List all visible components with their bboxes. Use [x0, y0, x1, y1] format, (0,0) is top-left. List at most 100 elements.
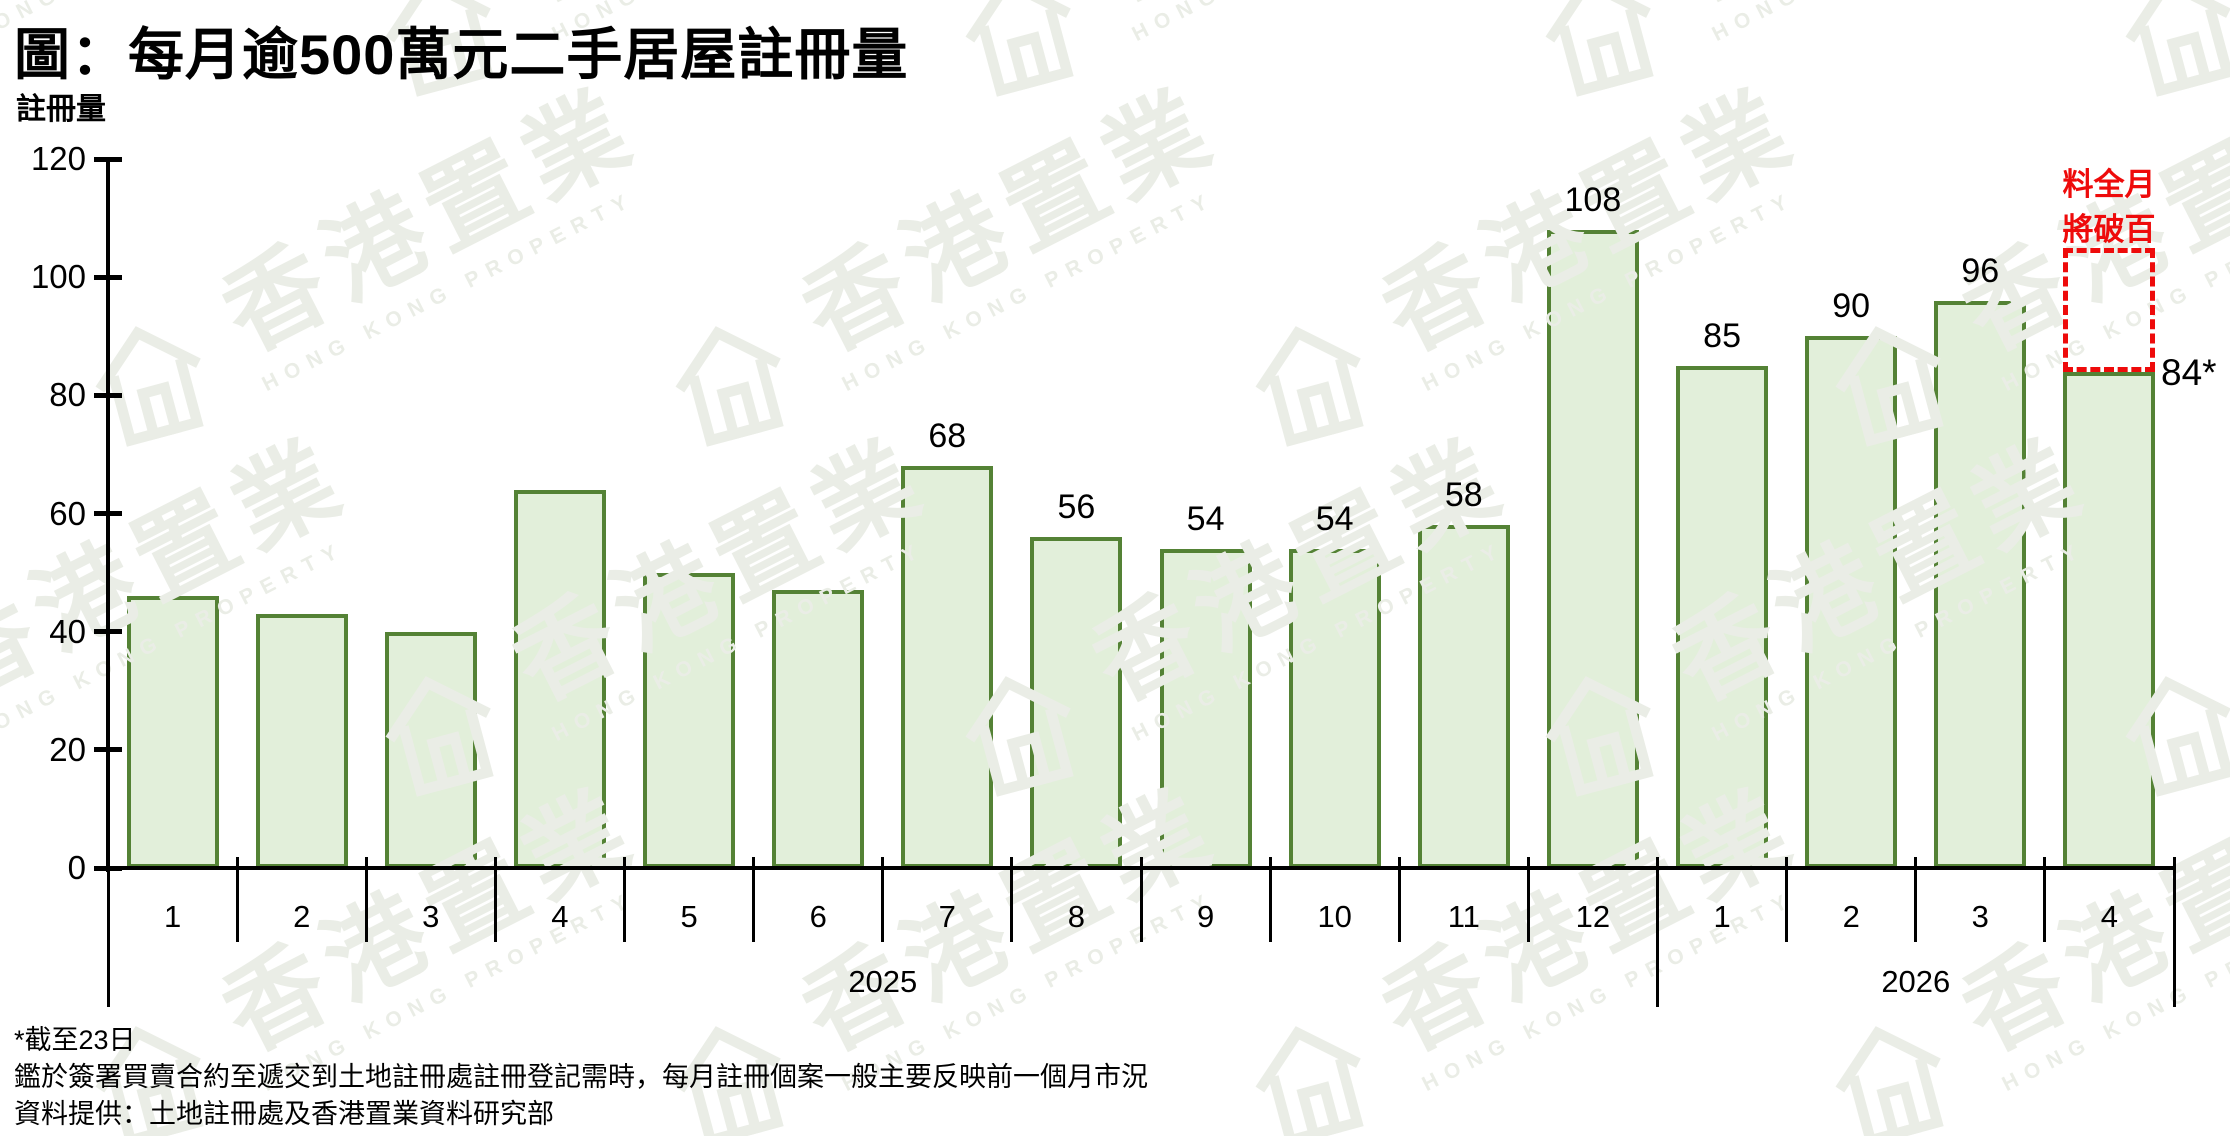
watermark-brand-zh: 香港置業 [1076, 0, 1526, 22]
watermark-brand-en: HONG KONG PROPERTY [1708, 0, 2118, 47]
bar-value-label-2026-3: 96 [1961, 251, 2000, 290]
bar-value-label-2025-7: 68 [928, 417, 967, 456]
watermark-brand-zh: 香港置業 [205, 68, 656, 372]
y-tick-40 [94, 629, 122, 635]
bar-2025-7 [901, 466, 994, 868]
y-tick-100 [94, 274, 122, 280]
bar-2026-3 [1934, 300, 2027, 868]
house-logo-icon [95, 326, 204, 447]
y-axis-title: 註冊量 [16, 93, 106, 126]
projection-note: 料全月 將破百 [1999, 162, 2219, 252]
month-label-2026-1: 1 [1713, 899, 1731, 934]
month-label-2025-8: 8 [1067, 899, 1086, 934]
watermark-brand-zh: 香港置業 [1365, 68, 1816, 372]
watermark-brand-en: HONG KONG PROPERTY [1128, 0, 1538, 47]
house-logo-icon [385, 676, 494, 797]
bar-value-label-2026-2: 90 [1832, 287, 1871, 326]
month-label-2025-2: 2 [293, 899, 311, 934]
bar-2025-3 [384, 631, 477, 868]
footnote-lag-explanation: 鑑於簽署買賣合約至遞交到土地註冊處註冊登記需時，每月註冊個案一般主要反映前一個月… [14, 1062, 1148, 1092]
footnote-source: 資料提供：土地註冊處及香港置業資料研究部 [14, 1099, 554, 1129]
watermark-brand-en: HONG KONG PROPERTY [1418, 887, 1799, 1097]
watermark-brand-en: HONG KONG PROPERTY [1998, 887, 2230, 1097]
x-axis-line [94, 866, 2176, 870]
house-logo-icon [1835, 1026, 1944, 1136]
x-month-divider [1397, 857, 1401, 942]
watermark-brand-en: HONG KONG PROPERTY [0, 537, 349, 747]
house-logo-icon [2125, 676, 2230, 797]
watermark-brand-zh: 香港置業 [1365, 768, 1816, 1072]
house-logo-icon [675, 326, 784, 447]
house-logo-icon [965, 676, 1074, 797]
watermark-brand-zh: 香港置業 [1945, 768, 2230, 1072]
bar-2025-11 [1417, 525, 1510, 868]
month-label-2025-10: 10 [1317, 899, 1352, 934]
x-month-divider [1010, 857, 1014, 942]
watermark-brand-en: HONG KONG PROPERTY [1418, 187, 1799, 397]
y-tick-label-60: 60 [49, 494, 86, 532]
watermark-brand-zh: 香港置業 [0, 418, 366, 722]
month-label-2025-11: 11 [1447, 899, 1480, 934]
bar-2026-2 [1805, 336, 1898, 869]
y-tick-120 [94, 156, 122, 162]
bar-2025-5 [643, 572, 736, 868]
x-month-divider [752, 857, 756, 942]
bar-value-label-2026-1: 85 [1703, 316, 1741, 355]
bar-2025-6 [772, 590, 865, 868]
bar-2025-12 [1546, 229, 1639, 868]
x-year-divider [2172, 857, 2176, 1007]
watermark-brand-en: HONG KONG PROPERTY [258, 187, 639, 397]
x-month-divider [881, 857, 885, 942]
year-label-2026: 2026 [1881, 964, 1951, 999]
y-tick-20 [94, 747, 122, 753]
x-month-divider [623, 857, 626, 942]
bar-2025-1 [126, 596, 219, 868]
month-label-2025-9: 9 [1196, 899, 1215, 934]
watermark-brand-en: HONG KONG PROPERTY [1128, 537, 1509, 747]
bar-2026-1 [1676, 365, 1769, 868]
bar-2025-10 [1288, 549, 1381, 869]
month-label-2025-3: 3 [422, 899, 440, 934]
month-label-2025-7: 7 [938, 899, 956, 934]
projection-note-line-1: 料全月 [2062, 167, 2156, 202]
y-tick-label-20: 20 [49, 730, 86, 768]
watermark-brand-en: HONG KONG PROPERTY [838, 187, 1219, 397]
x-month-divider [1785, 857, 1789, 942]
projection-note-line-2: 將破百 [2062, 212, 2156, 247]
house-logo-icon [1545, 676, 1654, 797]
x-month-divider [1526, 857, 1530, 942]
y-tick-60 [94, 511, 122, 516]
y-axis-line [106, 159, 110, 872]
x-month-divider [493, 857, 497, 942]
month-label-2025-12: 12 [1575, 899, 1611, 934]
y-tick-label-80: 80 [49, 376, 86, 414]
y-tick-0 [94, 865, 122, 871]
y-tick-label-100: 100 [30, 258, 86, 296]
bar-2025-9 [1159, 549, 1252, 869]
month-label-2025-5: 5 [680, 899, 698, 934]
house-logo-icon [1545, 0, 1654, 97]
bar-value-label-2025-8: 56 [1057, 488, 1096, 527]
chart-title: 圖：每月逾500萬元二手居屋註冊量 [14, 23, 909, 86]
x-month-divider [235, 857, 239, 942]
y-tick-80 [94, 392, 122, 398]
x-month-divider [364, 857, 368, 942]
footnote-cutoff: *截至23日 [14, 1025, 136, 1055]
y-tick-label-120: 120 [30, 140, 86, 177]
bar-value-label-2025-11: 58 [1444, 476, 1483, 515]
footnotes: *截至23日 鑑於簽署買賣合約至遞交到土地註冊處註冊登記需時，每月註冊個案一般主… [14, 1022, 1148, 1133]
